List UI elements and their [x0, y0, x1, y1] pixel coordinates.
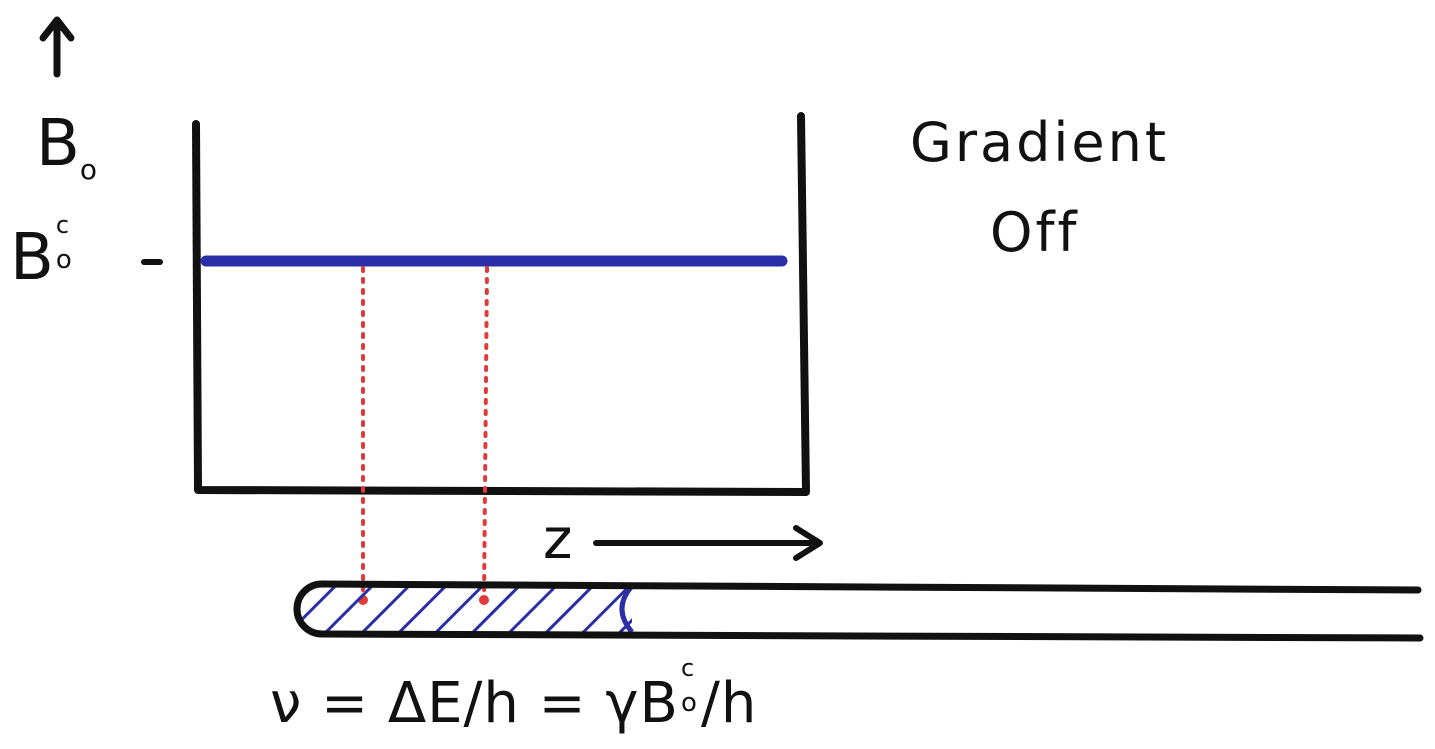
- equation-middle: = ΔE/h =: [321, 671, 587, 736]
- field-axis-arrow: [39, 16, 75, 78]
- level-symbol: B: [10, 221, 54, 295]
- z-axis-arrow: [593, 525, 823, 561]
- level-subscript: o: [55, 245, 72, 275]
- nmr-tube: [293, 580, 1424, 642]
- sample-region: [299, 586, 632, 632]
- field-plot-frame: [192, 112, 810, 496]
- field-axis-label: Bo: [36, 112, 97, 184]
- tube-outline: [293, 580, 1424, 642]
- level-superscript: c: [55, 211, 70, 239]
- equation-tail: /h: [700, 671, 758, 736]
- field-symbol: B: [36, 107, 80, 181]
- position-axis-label: z: [543, 507, 573, 572]
- projection-line-right: [482, 266, 489, 602]
- field-subscript: o: [79, 153, 98, 186]
- title-line-2: Off: [990, 201, 1080, 264]
- equation-field-sub: o: [680, 688, 698, 718]
- equation-field-sup: c: [680, 654, 696, 682]
- sample-meniscus: [619, 584, 634, 634]
- equation-field: B: [639, 671, 679, 736]
- title-line-1: Gradient: [910, 111, 1170, 174]
- equation-gamma: γ: [605, 671, 640, 736]
- projection-lines: [361, 266, 489, 602]
- equation-lhs: ν: [270, 671, 303, 736]
- resonance-equation: ν = ΔE/h = γB c o/h: [270, 656, 757, 732]
